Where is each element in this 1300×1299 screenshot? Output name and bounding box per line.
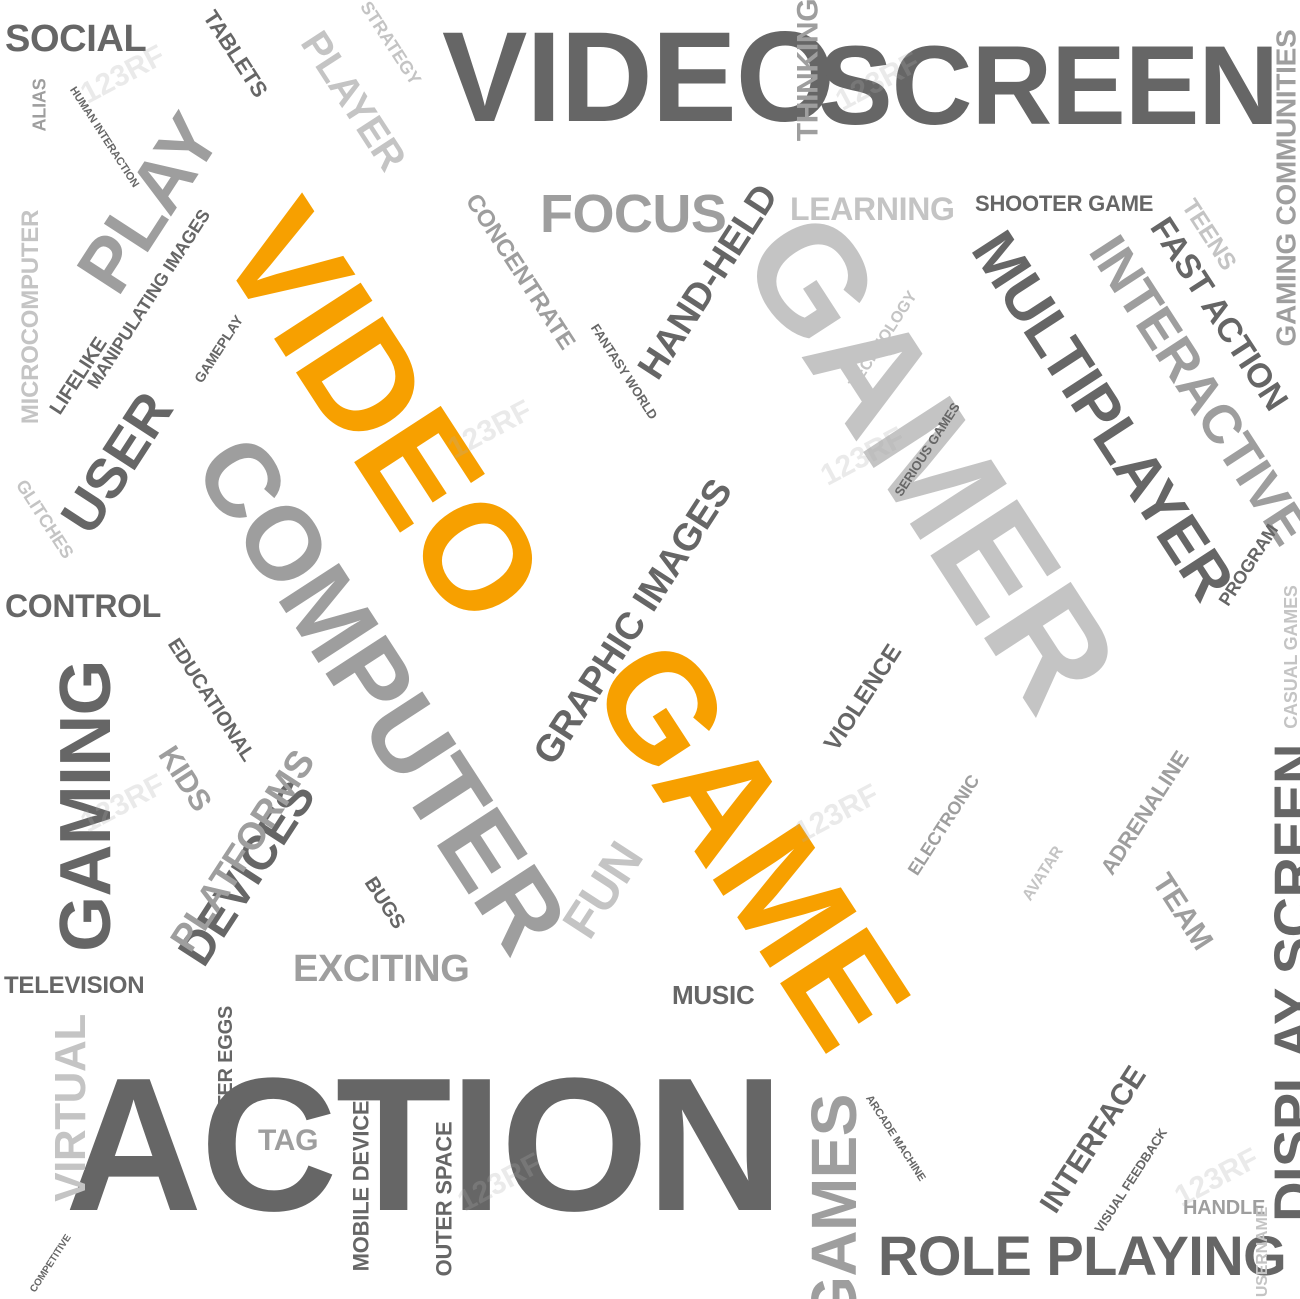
word-alias: ALIAS — [29, 78, 50, 132]
word-gaming-communities: GAMING COMMUNITIES — [1270, 29, 1300, 347]
word-thinking: THINKING — [791, 0, 825, 142]
word-exciting: EXCITING — [293, 948, 470, 990]
word-music: MUSIC — [672, 980, 755, 1010]
word-easter-eggs: EASTER EGGS — [215, 1005, 238, 1149]
word-role-playing: ROLE PLAYING — [878, 1224, 1287, 1287]
word-mobile-device: MOBILE DEVICE — [348, 1100, 374, 1272]
word-avatar: AVATAR — [1019, 843, 1067, 904]
word-action: ACTION — [65, 1039, 784, 1251]
word-violence: VIOLENCE — [818, 639, 908, 756]
word-outer-space: OUTER SPACE — [431, 1121, 457, 1277]
word-bugs: BUGS — [359, 873, 410, 933]
word-gamer: GAMER — [709, 183, 1151, 737]
word-focus: FOCUS — [540, 184, 727, 244]
word-television: TELEVISION — [4, 972, 145, 999]
word-casual-games: CASUAL GAMES — [1280, 585, 1300, 729]
word-interface: INTERFACE — [1033, 1060, 1153, 1219]
word-fun: FUN — [551, 832, 654, 948]
word-kids: KIDS — [151, 740, 218, 818]
word-team: TEAM — [1145, 867, 1219, 956]
word-competitive: COMPETITIVE — [28, 1232, 74, 1295]
word-shooter-game: SHOOTER GAME — [975, 191, 1154, 216]
word-arcade-machine: ARCADE MACHINE — [863, 1093, 928, 1184]
word-learning: LEARNING — [790, 191, 955, 227]
word-username: USERNAME — [1254, 1206, 1272, 1298]
word-adrenaline: ADRENALINE — [1095, 746, 1194, 880]
word-strategy: STRATEGY — [356, 0, 425, 89]
word-handle: HANDLE — [1183, 1197, 1266, 1219]
word-social: SOCIAL — [5, 18, 147, 60]
word-screen-top: SCREEN — [818, 23, 1279, 148]
word-virtual: VIRTUAL — [45, 1014, 95, 1202]
word-display-screen: DISPLAY SCREEN — [1261, 744, 1300, 1222]
word-tag: TAG — [258, 1124, 319, 1157]
word-games: GAMES — [797, 1094, 870, 1299]
word-video-top: VIDEO — [442, 6, 835, 149]
word-electronic: ELECTRONIC — [903, 771, 984, 879]
word-microcomputer: MICROCOMPUTER — [17, 209, 45, 425]
word-control: CONTROL — [5, 588, 161, 624]
word-gameplay: GAMEPLAY — [190, 312, 247, 386]
word-tablets: TABLETS — [198, 5, 273, 102]
